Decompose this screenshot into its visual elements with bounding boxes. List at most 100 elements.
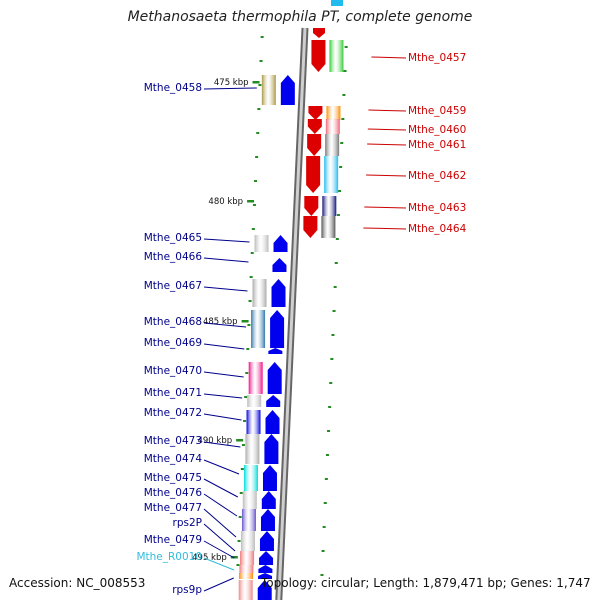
gene-block [239, 565, 254, 573]
gene-block [240, 551, 255, 565]
gene-block [325, 119, 340, 134]
minus-strand-arrow [308, 106, 323, 120]
gene-label-right: Mthe_0463 [408, 202, 466, 214]
tick-mark-right [331, 334, 335, 336]
scale-label: 480 kbp [208, 197, 243, 207]
gene-block [239, 573, 254, 579]
tick-mark-right [333, 286, 337, 288]
genome-backbone-highlight [277, 27, 307, 600]
tick-mark-left [251, 228, 255, 230]
gene-label-left: Mthe_0476 [144, 487, 203, 499]
tick-mark-right [342, 94, 346, 96]
tick-mark-right [327, 430, 331, 432]
gene-label-leader [203, 540, 235, 559]
scale-tick [252, 81, 260, 84]
gene-label-leader [364, 206, 407, 209]
gene-label-right: Mthe_0459 [408, 105, 466, 117]
gene-block [254, 235, 269, 252]
gene-label-left: Mthe_0471 [144, 387, 202, 399]
tick-mark-right [320, 574, 324, 576]
tick-mark-right [343, 70, 347, 72]
gene-label-left: Mthe_0468 [144, 316, 202, 328]
tick-mark-left [255, 156, 259, 158]
gene-label-left: rps2P [173, 517, 202, 529]
plus-strand-arrow [264, 434, 279, 464]
minus-strand-arrow [307, 119, 322, 134]
tick-mark-right [328, 406, 332, 408]
gene-label-leader [203, 393, 243, 399]
gene-label-leader [203, 557, 235, 571]
gene-label-leader [203, 87, 257, 90]
tick-mark-left [244, 396, 248, 398]
tick-mark-left [252, 204, 256, 206]
gene-label-right: Mthe_0460 [408, 124, 466, 136]
gene-block [251, 310, 266, 348]
minus-strand-arrow [307, 134, 322, 156]
plus-strand-arrow [261, 491, 276, 509]
tick-mark-left [243, 420, 247, 422]
gene-label-leader [367, 143, 407, 146]
tick-mark-left [249, 276, 253, 278]
gene-label-leader [203, 577, 234, 592]
tick-mark-right [344, 46, 348, 48]
tick-mark-left [237, 540, 241, 542]
gene-label-leader [203, 238, 250, 243]
gene-label-left: Mthe_0474 [144, 453, 203, 465]
tick-mark-right [340, 142, 344, 144]
tick-mark-left [241, 444, 245, 446]
tick-mark-right [325, 454, 329, 456]
gene-label-left: Mthe_0465 [144, 232, 202, 244]
tick-mark-left [258, 84, 262, 86]
scale-tick [247, 200, 255, 203]
gene-label-leader [203, 441, 241, 448]
tick-mark-right [336, 214, 340, 216]
gene-label-left: Mthe_0473 [144, 435, 202, 447]
plus-strand-arrow [280, 75, 295, 105]
tick-mark-right [339, 166, 343, 168]
gene-label-leader [203, 343, 245, 350]
gene-label-leader [366, 174, 407, 177]
plus-strand-arrow [259, 551, 274, 565]
gene-block [241, 509, 256, 531]
gene-block [238, 580, 253, 600]
gene-block [253, 258, 268, 272]
gene-label-right: Mthe_0464 [408, 223, 467, 235]
plus-strand-arrow [266, 395, 281, 407]
scale-label: 485 kbp [203, 317, 238, 327]
tick-mark-left [257, 108, 261, 110]
tick-mark-right [330, 358, 334, 360]
gene-label-leader [203, 508, 237, 538]
gene-block [243, 465, 258, 491]
gene-block [248, 362, 263, 394]
gene-label-leader [203, 459, 240, 475]
gene-label-left: Mthe_0472 [144, 407, 202, 419]
plus-strand-arrow [270, 310, 285, 348]
gene-label-left: Mthe_R0010 [136, 551, 202, 563]
gene-label-left: Mthe_0477 [144, 502, 202, 514]
gene-label-left: Mthe_0475 [144, 472, 202, 484]
tick-mark-left [256, 132, 260, 134]
minus-strand-arrow [306, 156, 321, 193]
gene-block [240, 531, 255, 551]
tick-mark-left [250, 252, 254, 254]
tick-mark-right [332, 310, 336, 312]
gene-block [242, 491, 257, 509]
gene-label-left: Mthe_0469 [144, 337, 202, 349]
gene-label-leader [203, 478, 239, 498]
gene-block [245, 434, 260, 464]
tick-mark-right [338, 190, 342, 192]
gene-block [247, 395, 262, 407]
gene-block [252, 279, 267, 307]
gene-label-leader [203, 523, 236, 552]
gene-label-right: Mthe_0461 [408, 139, 466, 151]
gene-block [326, 106, 341, 120]
plus-strand-arrow [258, 565, 273, 573]
map-title: Methanosaeta thermophila PT, complete ge… [127, 9, 473, 25]
scale-tick [241, 320, 249, 323]
gene-block [322, 196, 337, 216]
gene-label-leader [203, 257, 249, 263]
minus-strand-arrow [311, 40, 326, 72]
gene-label-left: Mthe_0467 [144, 280, 202, 292]
gene-block [324, 156, 339, 193]
